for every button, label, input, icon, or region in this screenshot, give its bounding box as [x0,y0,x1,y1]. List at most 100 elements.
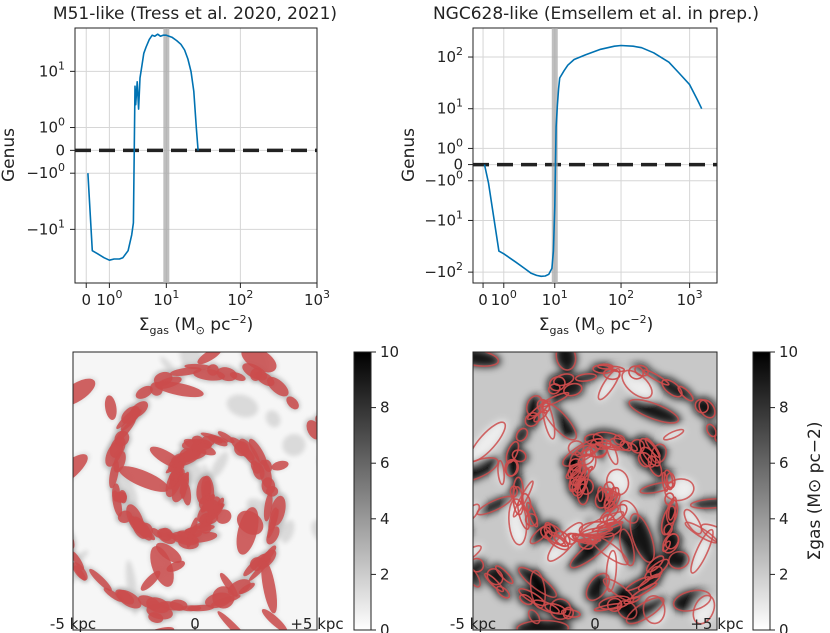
ngc628-map-contour [723,440,732,454]
ngc628-map-arm-clump [696,397,717,421]
ngc628-y-tick-label: 102 [437,45,463,66]
ngc628-colorbar-label: Σgas (M⊙ pc−2) [805,422,825,561]
ngc628-map-x-ticks: -5 kpc 0 +5 kpc [450,615,744,633]
ngc628-map-contour [451,470,458,502]
ngc628-map-contour [548,376,566,392]
ngc628-map-contour [689,497,717,510]
ngc628-map-contour [660,505,677,536]
m51-map-contour [46,490,56,511]
ngc628-map-contour [525,394,544,417]
ngc628-map-contour [606,597,623,613]
m51-map-arm-clump [323,452,347,483]
ngc628-map-filament [473,564,482,589]
ngc628-map-x-tick-label: 0 [590,615,600,633]
ngc628-map-contour [473,421,507,463]
ngc628-map-x-tick-label: -5 kpc [450,615,496,633]
ngc628-map-contour [563,382,583,397]
ngc628-map-filament [618,527,636,568]
ngc628-map-filament [605,439,619,466]
ngc628-y-tick-label: −101 [424,208,463,229]
m51-density-map: -5 kpc 0 +5 kpc [44,351,351,633]
ngc628-grid [473,28,717,283]
m51-colorbar-tick-label: 0 [380,621,390,633]
m51-map-contour [267,376,289,397]
ngc628-map-contour [664,478,695,502]
ngc628-map-contour [473,565,481,588]
ngc628-map-contour [553,373,575,387]
ngc628-map-contour [714,430,717,444]
m51-map-contour [270,495,286,526]
ngc628-map-arm-clump [444,474,455,509]
m51-map-contour [241,352,277,373]
m51-map-contour [330,523,341,548]
m51-map-contour [229,372,246,382]
m51-map-contour [217,611,254,630]
ngc628-map-contour [639,437,661,467]
ngc628-colorbar-tick-label: 4 [779,510,789,528]
ngc628-map-contour [484,572,505,593]
m51-map-contour [265,485,279,497]
m51-map-contour [104,395,117,420]
ngc628-map-contour [605,549,618,593]
m51-y-tick-label: 0 [55,141,65,159]
m51-map-contour [315,422,335,450]
ngc628-map-contour [527,609,541,625]
ngc628-plot-frame [472,27,718,284]
ngc628-y-tick-label: 100 [437,136,463,157]
m51-y-tick-label: −100 [26,161,65,182]
ngc628-map-arm-clump [733,460,742,477]
ngc628-map-filament [620,368,654,400]
m51-map-contour [306,420,317,440]
m51-plot-area [75,28,317,283]
m51-map-contour [266,526,280,545]
ngc628-map-contour [448,493,460,523]
ngc628-map-contour [461,513,471,533]
ngc628-map-contour [650,443,667,464]
m51-map-contour [319,454,333,469]
m51-colorbar: 0 2 4 6 8 10 [353,343,399,633]
ngc628-colorbar-tick-label: 0 [779,621,789,633]
m51-y-tick-label: 100 [39,116,65,137]
ngc628-map-contour [690,528,714,574]
m51-map-contour [184,363,211,370]
ngc628-map-arm-clump [448,523,471,552]
ngc628-map-contour [642,369,670,386]
ngc628-map-contour [555,352,577,371]
ngc628-map-filament [460,512,471,534]
m51-y-tick-label: 101 [39,59,65,80]
m51-map-x-tick-label: -5 kpc [50,615,96,633]
m51-map-filament [282,433,306,457]
m51-map-arm-clump [46,506,65,543]
ngc628-map-contour [583,448,597,472]
ngc628-map-contour [725,462,739,478]
m51-map-contour [166,560,185,572]
ngc628-map-contour [541,399,556,440]
m51-map-arm-clump [44,488,57,514]
m51-map-contour [338,484,349,504]
ngc628-map-contour [667,496,678,521]
m51-colorbar-tick-label: 6 [380,454,390,472]
m51-map-filament [226,394,259,418]
ngc628-map-contour [613,434,626,446]
ngc628-colorbar-tick-label: 6 [779,454,789,472]
m51-x-tick-label: 101 [153,288,179,309]
m51-map-x-ticks: -5 kpc 0 +5 kpc [50,615,344,633]
ngc628-map-contour [495,585,511,599]
ngc628-map-contour [547,383,561,395]
m51-x-tick-label: 0 [81,291,91,309]
ngc628-map-contour [663,523,673,536]
m51-map-arm-clump [327,464,348,497]
m51-map-filament [311,520,317,544]
m51-map-arm-clump [335,482,351,507]
ngc628-threshold-band [551,28,558,283]
ngc628-map-contour [579,511,625,536]
m51-map-contour [261,608,288,630]
ngc628-map-arm-clump [627,581,661,601]
ngc628-map-contour [642,595,666,625]
m51-map-contour [215,509,232,524]
ngc628-map-contour [694,398,709,414]
ngc628-map-filament [567,531,617,570]
m51-map-arm-clump [320,459,341,494]
ngc628-map-arm-clump [659,377,685,400]
ngc628-y-tick-label: 101 [437,97,463,118]
